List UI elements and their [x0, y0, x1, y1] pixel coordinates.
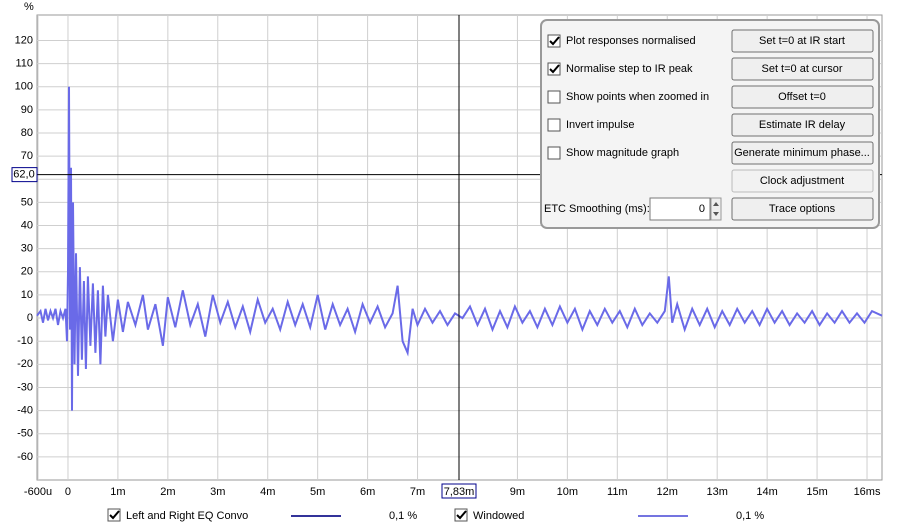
button-label: Trace options	[769, 203, 836, 215]
checkbox-label: Plot responses normalised	[566, 35, 696, 47]
x-tick-label: 11m	[607, 486, 628, 498]
x-tick-label: 4m	[260, 486, 275, 498]
y-unit: %	[24, 1, 34, 13]
x-tick-label: 5m	[310, 486, 325, 498]
y-tick-label: 80	[21, 127, 33, 139]
button-label: Estimate IR delay	[759, 119, 846, 131]
button[interactable]	[731, 57, 874, 81]
cursor-x-label: 7,83m	[444, 486, 475, 498]
checkbox[interactable]	[547, 90, 561, 104]
y-tick-label: -50	[17, 428, 33, 440]
spinner-arrows	[713, 202, 719, 216]
y-tick-label: 50	[21, 196, 33, 208]
x-tick-label: 0	[65, 486, 71, 498]
y-tick-label: 40	[21, 219, 33, 231]
legend-value: 0,1 %	[736, 510, 764, 522]
x-tick-label: 12m	[657, 486, 678, 498]
y-tick-label: -20	[17, 358, 33, 370]
checkbox[interactable]	[547, 118, 561, 132]
checkmark	[549, 36, 560, 46]
button[interactable]	[731, 85, 874, 109]
smoothing-label: ETC Smoothing (ms):	[544, 203, 650, 215]
x-tick-label: 1m	[110, 486, 125, 498]
checkmark	[456, 510, 467, 520]
button-label: Set t=0 at cursor	[761, 63, 842, 75]
smoothing-input[interactable]	[649, 197, 711, 221]
y-tick-label: -60	[17, 451, 33, 463]
legend-name: Windowed	[473, 510, 524, 522]
legend-value: 0,1 %	[389, 510, 417, 522]
y-tick-label: -10	[17, 335, 33, 347]
y-tick-label: 10	[21, 289, 33, 301]
y-tick-label: 90	[21, 104, 33, 116]
button-label: Clock adjustment	[760, 175, 844, 187]
y-tick-label: -40	[17, 405, 33, 417]
x-tick-label: -600u	[24, 486, 52, 498]
cursor-x-box	[441, 483, 477, 499]
y-tick-label: 30	[21, 243, 33, 255]
cursor-y-label: 62,0	[13, 169, 34, 181]
button[interactable]	[731, 197, 874, 221]
y-tick-label: 100	[15, 81, 33, 93]
checkbox[interactable]	[547, 146, 561, 160]
checkbox-label: Invert impulse	[566, 119, 634, 131]
button-label: Offset t=0	[778, 91, 826, 103]
button[interactable]	[731, 141, 874, 165]
x-tick-label: 13m	[706, 486, 727, 498]
x-tick-label: 7m	[410, 486, 425, 498]
x-tick-label: 3m	[210, 486, 225, 498]
button[interactable]	[731, 29, 874, 53]
x-tick-label: 10m	[557, 486, 578, 498]
x-tick-label: 6m	[360, 486, 375, 498]
checkmark	[109, 510, 120, 520]
y-tick-label: 70	[21, 150, 33, 162]
cursor-y-box	[11, 167, 38, 183]
checkbox-label: Show points when zoomed in	[566, 91, 709, 103]
y-tick-label: 110	[15, 57, 33, 69]
x-tick-label: 15m	[806, 486, 827, 498]
x-tick-label: 9m	[510, 486, 525, 498]
y-tick-label: -30	[17, 381, 33, 393]
button	[731, 169, 874, 193]
checkbox-label: Normalise step to IR peak	[566, 63, 693, 75]
checkmark	[549, 64, 560, 74]
checkbox-label: Show magnitude graph	[566, 147, 679, 159]
legend-name: Left and Right EQ Convo	[126, 510, 248, 522]
x-tick-label: 2m	[160, 486, 175, 498]
y-tick-label: 0	[27, 312, 33, 324]
smoothing-value: 0	[699, 203, 705, 215]
spinner[interactable]	[710, 197, 722, 221]
button[interactable]	[731, 113, 874, 137]
button-label: Generate minimum phase...	[734, 147, 870, 159]
y-tick-label: 20	[21, 266, 33, 278]
trace	[36, 86, 883, 411]
x-tick-label: 14m	[756, 486, 777, 498]
button-label: Set t=0 at IR start	[759, 35, 845, 47]
x-tick-label: 16ms	[854, 486, 881, 498]
y-tick-label: 120	[15, 34, 33, 46]
